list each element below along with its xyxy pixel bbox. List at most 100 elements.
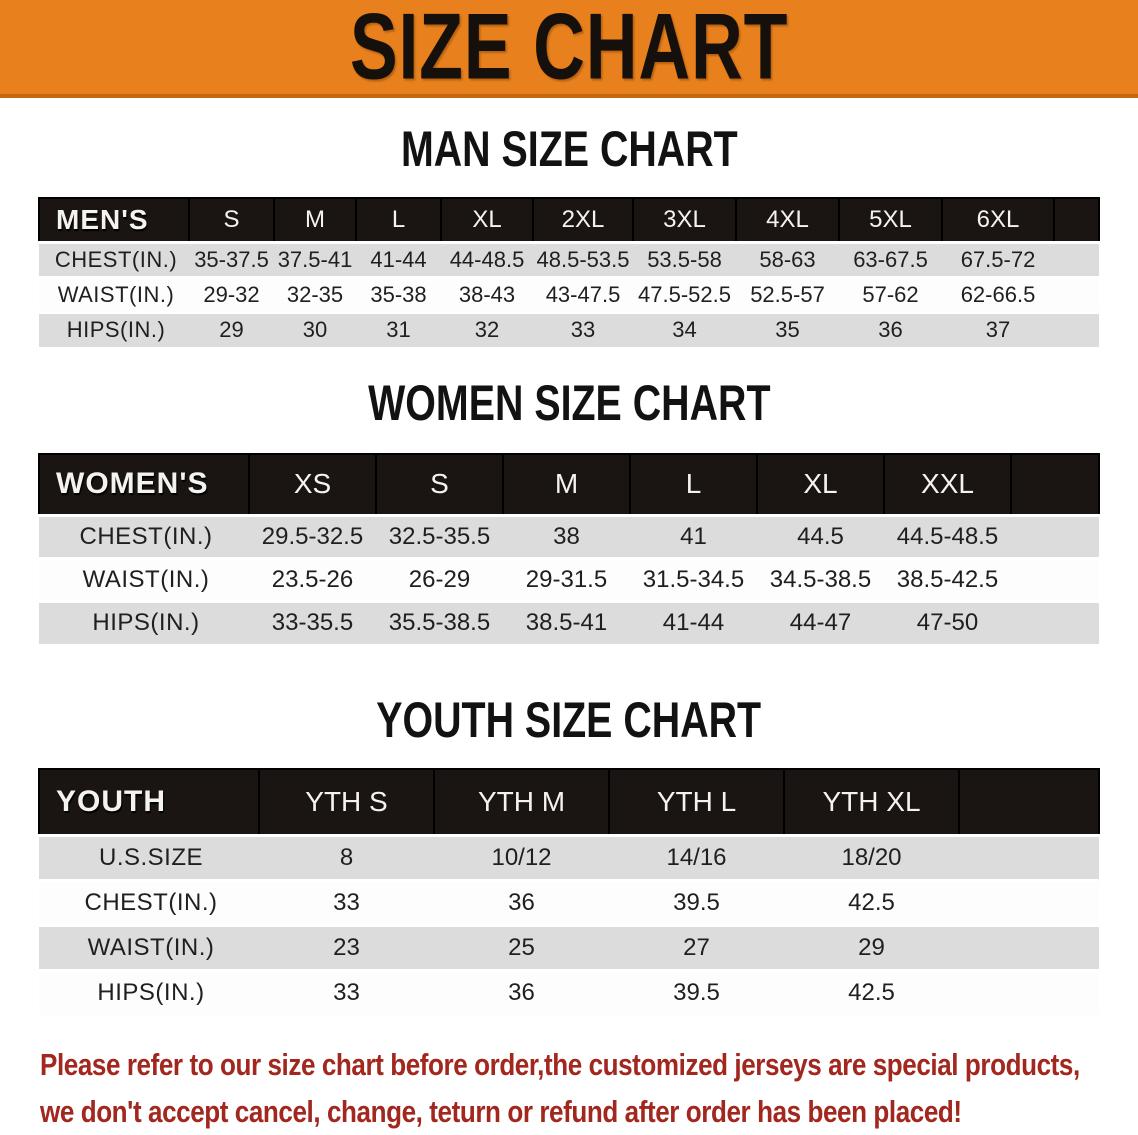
table-row: HIPS(IN.) 33-35.5 35.5-38.5 38.5-41 41-44 44-… bbox=[39, 601, 1099, 644]
size-value-cell: 23 bbox=[333, 933, 360, 961]
size-column-header: 2XL bbox=[532, 197, 634, 243]
filler-cell bbox=[958, 768, 1100, 836]
row-label: U.S.SIZE bbox=[98, 843, 204, 871]
page-title: SIZE CHART bbox=[349, 0, 789, 98]
row-label: WAIST(IN.) bbox=[82, 565, 210, 593]
size-value-cell: 36 bbox=[508, 888, 535, 916]
size-column-header: YTH S bbox=[258, 768, 435, 836]
row-label: HIPS(IN.) bbox=[97, 979, 205, 1007]
size-value-cell: 29-32 bbox=[203, 281, 260, 307]
size-value-cell: 25 bbox=[508, 933, 535, 961]
table-row: HIPS(IN.) 33 36 39.5 42.5 bbox=[39, 970, 1099, 1015]
size-value-cell: 42.5 bbox=[848, 979, 895, 1007]
table-header-row: MEN'S S M L XL 2XL 3XL 4XL 5XL 6XL bbox=[38, 197, 1100, 243]
size-value-cell: 10/12 bbox=[491, 843, 552, 871]
size-value-cell: 48.5-53.5 bbox=[536, 246, 630, 272]
size-value-cell: 35-38 bbox=[370, 281, 427, 307]
disclaimer-footnote: Please refer to our size chart before or… bbox=[40, 1041, 1120, 1135]
size-column-header: S bbox=[188, 197, 275, 243]
size-value-cell: 26-29 bbox=[408, 565, 471, 593]
table-row: WAIST(IN.) 23.5-26 26-29 29-31.5 31.5-34.5 34… bbox=[39, 558, 1099, 601]
youth-size-chart-section: YOUTH SIZE CHART YOUTH YTH S YTH M YTH L YTH… bbox=[0, 692, 1138, 1015]
man-size-chart-section: MAN SIZE CHART MEN'S S M L XL 2XL 3XL 4XL 5XL 6XL… bbox=[0, 121, 1138, 347]
size-value-cell: 38.5-41 bbox=[525, 609, 608, 637]
filler-cell bbox=[1011, 515, 1099, 558]
size-value-cell: 41-44 bbox=[662, 609, 725, 637]
filler-cell bbox=[1011, 558, 1099, 601]
size-value-cell: 29 bbox=[219, 317, 244, 343]
size-value-cell: 44.5 bbox=[797, 522, 844, 550]
size-value-cell: 31 bbox=[386, 317, 411, 343]
size-column-header: YTH XL bbox=[783, 768, 960, 836]
youth-section-heading: YOUTH SIZE CHART bbox=[376, 692, 762, 749]
size-value-cell: 34 bbox=[672, 317, 697, 343]
size-value-cell: 57-62 bbox=[862, 281, 919, 307]
size-column-header: XL bbox=[440, 197, 534, 243]
row-label: WAIST(IN.) bbox=[57, 281, 175, 307]
size-value-cell: 52.5-57 bbox=[750, 281, 825, 307]
table-header-row: YOUTH YTH S YTH M YTH L YTH XL bbox=[38, 768, 1100, 836]
women-section-heading: WOMEN SIZE CHART bbox=[367, 375, 771, 432]
filler-cell bbox=[1053, 197, 1100, 243]
table-header-row: WOMEN'S XS S M L XL XXL bbox=[38, 453, 1100, 516]
size-value-cell: 35 bbox=[775, 317, 800, 343]
disclaimer-line-1: Please refer to our size chart before or… bbox=[40, 1047, 1080, 1082]
size-value-cell: 36 bbox=[508, 979, 535, 1007]
size-value-cell: 32-35 bbox=[286, 281, 344, 307]
table-row: HIPS(IN.) 29 30 31 32 33 34 35 36 37 bbox=[39, 312, 1099, 347]
size-value-cell: 41-44 bbox=[370, 246, 427, 272]
size-value-cell: 31.5-34.5 bbox=[642, 565, 745, 593]
size-value-cell: 27 bbox=[683, 933, 710, 961]
size-value-cell: 38.5-42.5 bbox=[896, 565, 999, 593]
table-row: WAIST(IN.) 23 25 27 29 bbox=[39, 925, 1099, 970]
size-value-cell: 39.5 bbox=[673, 888, 720, 916]
table-row: WAIST(IN.) 29-32 32-35 35-38 38-43 43-47.5 47.… bbox=[39, 277, 1099, 312]
size-value-cell: 33-35.5 bbox=[271, 609, 354, 637]
row-label: HIPS(IN.) bbox=[66, 317, 166, 343]
size-value-cell: 18/20 bbox=[841, 843, 902, 871]
filler-cell bbox=[1010, 453, 1100, 516]
size-value-cell: 35-37.5 bbox=[194, 246, 269, 272]
man-size-table: MEN'S S M L XL 2XL 3XL 4XL 5XL 6XL CHEST(IN.) 35-37… bbox=[38, 197, 1100, 347]
size-value-cell: 30 bbox=[302, 317, 328, 343]
size-value-cell: 33 bbox=[333, 979, 360, 1007]
size-value-cell: 53.5-58 bbox=[647, 246, 722, 272]
size-value-cell: 63-67.5 bbox=[853, 246, 928, 272]
size-column-header: M bbox=[502, 453, 631, 516]
table-row: CHEST(IN.) 35-37.5 37.5-41 41-44 44-48.5 48.5… bbox=[39, 242, 1099, 277]
filler-cell bbox=[959, 970, 1099, 1015]
size-value-cell: 44-48.5 bbox=[449, 246, 525, 272]
size-column-header: YTH L bbox=[608, 768, 785, 836]
size-value-cell: 33 bbox=[333, 888, 360, 916]
size-value-cell: 29-31.5 bbox=[525, 565, 608, 593]
women-size-table: WOMEN'S XS S M L XL XXL CHEST(IN.) 29.5-32.5 32.5… bbox=[38, 453, 1100, 644]
size-column-header: L bbox=[629, 453, 758, 516]
size-column-header: 4XL bbox=[735, 197, 840, 243]
size-column-header: YTH M bbox=[433, 768, 610, 836]
table-row: CHEST(IN.) 33 36 39.5 42.5 bbox=[39, 880, 1099, 925]
row-label: WAIST(IN.) bbox=[87, 933, 215, 961]
size-value-cell: 62-66.5 bbox=[960, 281, 1036, 307]
man-section-heading: MAN SIZE CHART bbox=[400, 121, 738, 178]
size-column-header: XS bbox=[248, 453, 377, 516]
size-value-cell: 43-47.5 bbox=[545, 281, 621, 307]
table-row: U.S.SIZE 8 10/12 14/16 18/20 bbox=[39, 835, 1099, 880]
size-column-header: XXL bbox=[883, 453, 1012, 516]
filler-cell bbox=[1011, 601, 1099, 644]
filler-cell bbox=[959, 880, 1099, 925]
size-value-cell: 44.5-48.5 bbox=[896, 522, 999, 550]
size-column-header: 3XL bbox=[632, 197, 737, 243]
women-size-chart-section: WOMEN SIZE CHART WOMEN'S XS S M L XL XXL CHEST(… bbox=[0, 375, 1138, 644]
size-column-header: XL bbox=[756, 453, 885, 516]
size-value-cell: 34.5-38.5 bbox=[769, 565, 872, 593]
size-value-cell: 41 bbox=[680, 522, 707, 550]
size-value-cell: 39.5 bbox=[673, 979, 720, 1007]
size-value-cell: 47.5-52.5 bbox=[638, 281, 731, 307]
size-value-cell: 29.5-32.5 bbox=[261, 522, 364, 550]
size-value-cell: 33 bbox=[570, 317, 596, 343]
row-label: CHEST(IN.) bbox=[84, 888, 218, 916]
size-value-cell: 38 bbox=[553, 522, 580, 550]
table-row: CHEST(IN.) 29.5-32.5 32.5-35.5 38 41 44.5 44.5… bbox=[39, 515, 1099, 558]
banner: SIZE CHART bbox=[0, 0, 1138, 98]
